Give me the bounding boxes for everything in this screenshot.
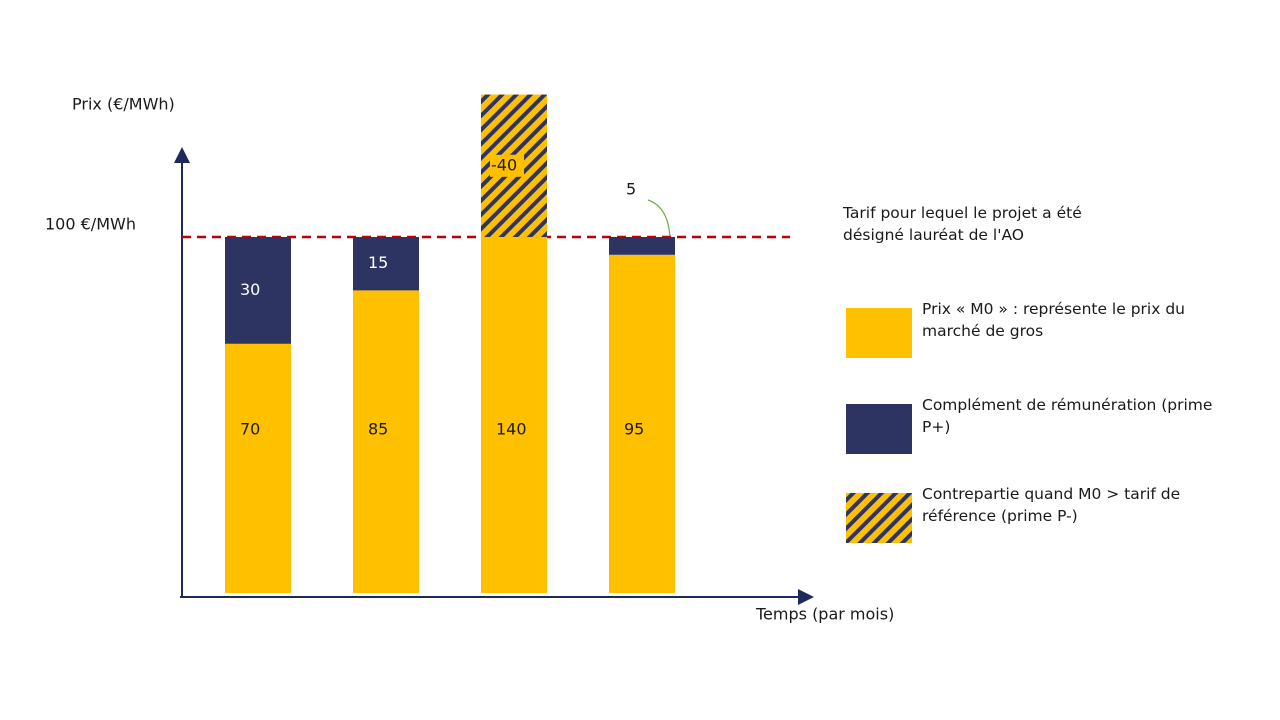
- reference-note: Tarif pour lequel le projet a été désign…: [843, 204, 1082, 244]
- value-label: 85: [368, 420, 388, 439]
- reference-label: 100 €/MWh: [45, 215, 136, 234]
- value-label: 30: [240, 280, 260, 299]
- value-label: 140: [496, 420, 527, 439]
- value-label: 95: [624, 420, 644, 439]
- legend-swatch: [846, 404, 912, 454]
- x-axis-label: Temps (par mois): [755, 605, 894, 624]
- legend-swatch: [846, 493, 912, 543]
- value-label: 15: [368, 253, 388, 272]
- bar-p-plus: [225, 237, 291, 344]
- bar-p-plus: [353, 237, 419, 291]
- bar-p-plus: [609, 237, 675, 255]
- value-label: 5: [626, 180, 636, 199]
- label-bg: [490, 154, 524, 177]
- bar-m0: [609, 254, 675, 594]
- value-label: -40: [491, 155, 517, 174]
- bar-m0: [225, 343, 291, 593]
- value-label: 70: [240, 420, 260, 439]
- bar-m0: [353, 290, 419, 593]
- legend-label: Contrepartie quand M0 > tarif de référen…: [922, 485, 1181, 525]
- legend-label: Complément de rémunération (prime P+): [922, 396, 1213, 436]
- legend-label: Prix « M0 » : représente le prix du marc…: [922, 300, 1185, 340]
- legend-swatch: [846, 308, 912, 358]
- y-axis-label: Prix (€/MWh): [72, 95, 175, 114]
